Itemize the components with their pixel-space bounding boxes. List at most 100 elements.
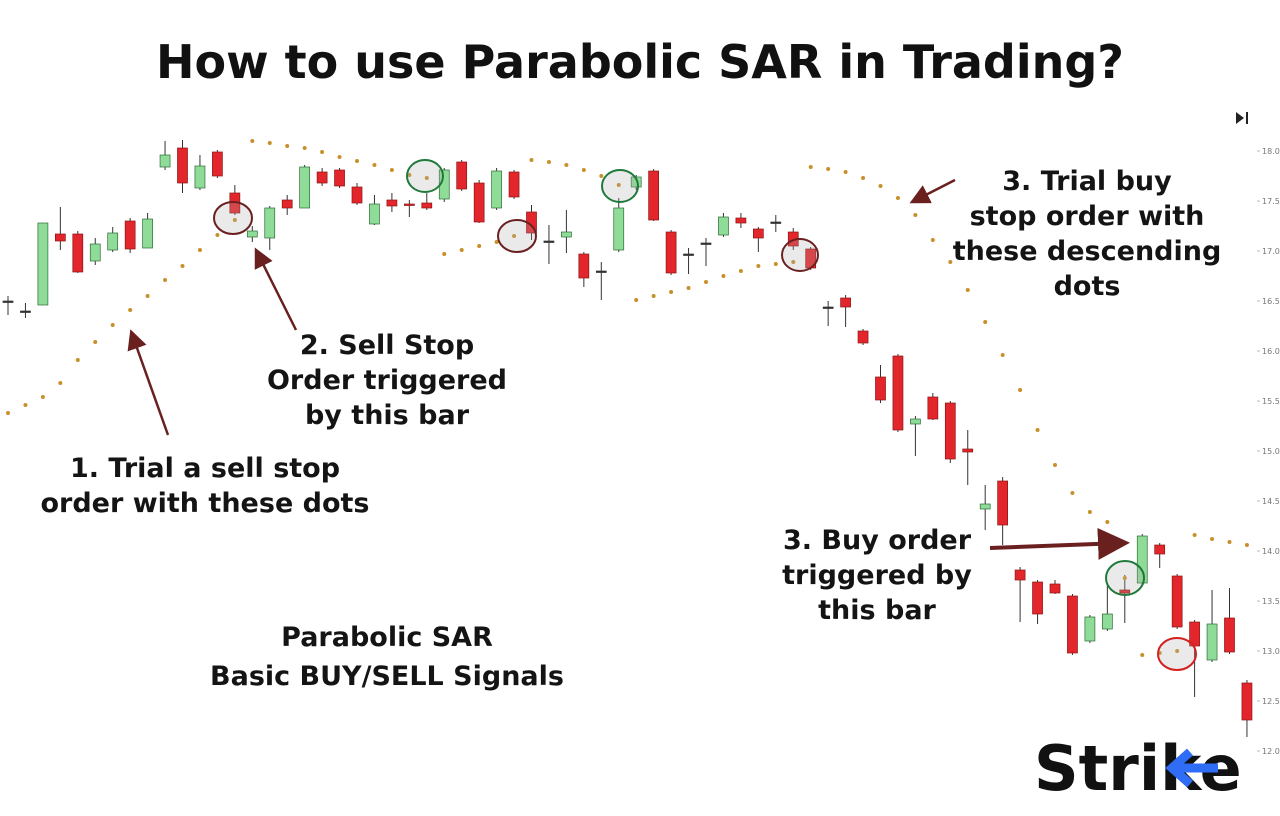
candle-body [648, 170, 660, 221]
sar-dot [1070, 491, 1075, 495]
highlight-circle [1105, 560, 1145, 596]
sar-dot [512, 234, 517, 238]
candle-body [997, 480, 1009, 526]
candle-body [386, 199, 398, 207]
candle-body [1154, 544, 1166, 555]
sar-dot [302, 146, 307, 150]
annotation-text: Parabolic SAR [281, 622, 493, 653]
candle-body [299, 166, 310, 209]
y-tick-label: 16.50 [1262, 297, 1280, 306]
candle-body [1049, 583, 1061, 594]
candle-body [1067, 595, 1078, 654]
sar-dot [861, 176, 866, 180]
candle-body [107, 232, 119, 251]
y-tick-label: 12.00 [1262, 747, 1280, 756]
sar-dot [285, 144, 290, 148]
sar-dot [686, 286, 691, 290]
y-tick-label: 13.00 [1262, 647, 1280, 656]
sar-dot [442, 252, 447, 256]
candle-body [543, 240, 555, 243]
sar-dot [599, 174, 604, 178]
candle-body [212, 151, 223, 177]
annotation-text: dots [1054, 271, 1121, 302]
sar-dot [407, 173, 412, 177]
annotations: 1. Trial a sell stop order with these dot… [40, 166, 1221, 692]
y-tick-label: 14.50 [1262, 497, 1280, 506]
highlight-circle [213, 201, 253, 235]
sar-dot [808, 165, 813, 169]
sar-dot [75, 358, 80, 362]
sar-dot [320, 150, 325, 154]
sar-dot [1210, 537, 1215, 541]
highlight-circle [1157, 637, 1197, 671]
sar-dot [1192, 533, 1197, 537]
candle-body [72, 233, 84, 273]
arrow [989, 527, 1130, 560]
candle-body [561, 231, 572, 238]
candle-body [735, 217, 747, 224]
sar-dot [1018, 388, 1023, 392]
sar-dot [1227, 540, 1232, 544]
sar-dot [1053, 463, 1057, 467]
candle-body [334, 169, 345, 187]
sar-dot [93, 340, 98, 344]
candle-body [1206, 623, 1218, 661]
sar-dot [1000, 353, 1005, 357]
brand-arrow [1165, 748, 1218, 788]
skip-icon[interactable] [1236, 112, 1248, 124]
annotation-text: this bar [818, 595, 936, 626]
sar-dot [965, 288, 970, 292]
sar-dot [459, 248, 464, 252]
sar-dot [581, 168, 586, 172]
candle-body [718, 216, 729, 236]
candle-body [421, 202, 433, 209]
candle-body [246, 230, 258, 238]
sar-dot [337, 155, 342, 159]
candle-body [20, 310, 31, 313]
sar-dot [634, 298, 639, 302]
sar-dot [58, 381, 63, 385]
sar-dot [180, 264, 185, 268]
candle-body [595, 270, 607, 273]
sar-dot [1105, 520, 1110, 524]
annotation-text: stop order with [970, 201, 1205, 232]
sar-dot [267, 141, 272, 145]
sar-dot [983, 320, 988, 324]
sar-dot [1122, 576, 1127, 580]
sar-dot [372, 163, 377, 167]
candle-body [369, 203, 380, 225]
highlights [213, 159, 1197, 671]
candle-body [473, 182, 485, 223]
sar-dot [1035, 428, 1040, 432]
sar-dot [791, 260, 796, 264]
plot: 18.00 17.50 17.00 16.50 16.00 15.50 15.00 14.50… [2, 139, 1280, 756]
annotation-text: 1. Trial a sell stop [70, 453, 340, 484]
arrow [254, 247, 298, 331]
candle-body [944, 402, 956, 460]
candle-body [2, 300, 14, 303]
y-tick-label: 13.50 [1262, 597, 1280, 606]
candle-body [578, 253, 590, 279]
annotation-text: these descending [953, 236, 1222, 267]
sar-dot [826, 167, 831, 171]
candle-body [770, 221, 782, 224]
candle-body [456, 161, 468, 190]
sar-dot [546, 160, 551, 164]
candle-body [508, 171, 520, 198]
sar-dot [756, 264, 761, 268]
y-tick-label: 17.50 [1262, 197, 1280, 206]
annotation-text: order with these dots [40, 488, 369, 519]
annotation-text: Order triggered [267, 365, 507, 396]
highlight-circle [406, 159, 444, 193]
candle-body [1084, 616, 1096, 642]
sar-dot [40, 395, 45, 399]
candle-body [1119, 589, 1131, 594]
candle-body [159, 154, 171, 168]
candle-body [264, 207, 276, 239]
candle-body [962, 448, 974, 453]
candle-body [316, 171, 328, 184]
sar-dot [773, 262, 778, 266]
candle-body [840, 297, 851, 308]
sar-dot [1175, 649, 1180, 653]
